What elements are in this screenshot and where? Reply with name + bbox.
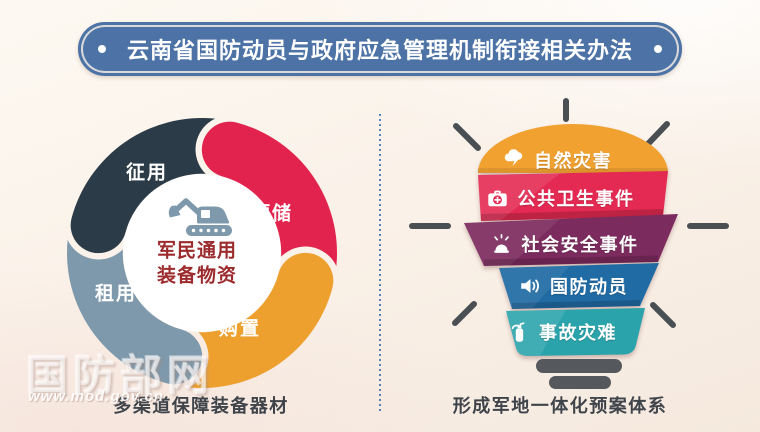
funnel-level-4-shape xyxy=(499,263,659,309)
funnel-level-5-label: 事故灾难 xyxy=(539,323,617,343)
funnel-level-1-shape xyxy=(478,124,668,173)
cycle-segment-zuyong xyxy=(67,239,203,385)
band-sheen xyxy=(506,309,566,356)
first-aid-kit-icon xyxy=(488,190,507,207)
cycle-segment-gouzhi xyxy=(188,252,334,388)
band-shade xyxy=(484,255,658,266)
cycle-center-disc xyxy=(123,174,281,332)
cycle-segment-yuchu xyxy=(201,121,337,267)
watermark-url: www.mod.gov.cn xyxy=(28,388,164,405)
decorative-dot-right xyxy=(654,45,662,53)
dotted-divider xyxy=(379,114,381,414)
light-ray xyxy=(650,302,676,328)
speaker-icon xyxy=(521,279,539,293)
funnel-level-4-label: 国防动员 xyxy=(550,277,628,297)
cycle-label-zhengyong: 征用 xyxy=(125,162,169,184)
funnel-level-1: 自然灾害 xyxy=(502,147,612,173)
cycle-label-yuchu: 预储 xyxy=(250,203,294,225)
funnel-level-5: 事故灾难 xyxy=(507,319,617,345)
funnel-level-2-label: 公共卫生事件 xyxy=(517,189,635,209)
cycle-segment-zhengyong xyxy=(70,118,216,254)
funnel-level-2: 公共卫生事件 xyxy=(486,185,635,211)
cycle-center-text: 军民通用 装备物资 xyxy=(157,239,237,288)
bulb-base-bar xyxy=(536,359,622,373)
watermark-logo: 国防部网 xyxy=(26,352,215,399)
cycle-label-gouzhi: 购置 xyxy=(218,318,262,340)
funnel-level-4: 国防动员 xyxy=(518,273,628,299)
funnel-level-3-shape xyxy=(464,214,678,266)
cycle-label-zuyong: 租用 xyxy=(94,283,138,305)
light-ray xyxy=(453,123,481,151)
band-shade xyxy=(481,209,663,221)
siren-icon xyxy=(494,233,509,253)
cycle-center-line2: 装备物资 xyxy=(156,265,238,286)
funnel-caption: 形成军地一体化预案体系 xyxy=(452,396,668,416)
funnel-level-3-label: 社会安全事件 xyxy=(521,235,639,255)
excavator-icon xyxy=(168,198,232,236)
band-sheen xyxy=(464,219,560,266)
page-title: 云南省国防动员与政府应急管理机制衔接相关办法 xyxy=(126,38,633,63)
fire-extinguisher-icon xyxy=(511,322,525,342)
funnel-level-5-shape xyxy=(506,308,645,356)
band-shade xyxy=(478,168,668,173)
funnel-level-2-shape xyxy=(478,171,668,221)
band-sheen xyxy=(478,173,560,221)
cycle-diagram xyxy=(67,118,337,388)
funnel-level-3: 社会安全事件 xyxy=(490,231,639,257)
cycle-caption: 多渠道保障装备器材 xyxy=(113,396,289,416)
funnel-diagram xyxy=(409,98,729,389)
light-rays xyxy=(409,98,729,328)
band-shade xyxy=(512,300,640,309)
title-banner: 云南省国防动员与政府应急管理机制衔接相关办法 xyxy=(78,22,682,76)
bulb-base-bar xyxy=(549,376,611,389)
funnel-level-1-label: 自然灾害 xyxy=(534,151,612,171)
light-ray xyxy=(452,301,477,326)
decorative-dot-left xyxy=(98,45,106,53)
light-ray xyxy=(643,121,670,149)
cycle-center-line1: 军民通用 xyxy=(156,240,238,262)
storm-cloud-icon xyxy=(504,149,523,166)
